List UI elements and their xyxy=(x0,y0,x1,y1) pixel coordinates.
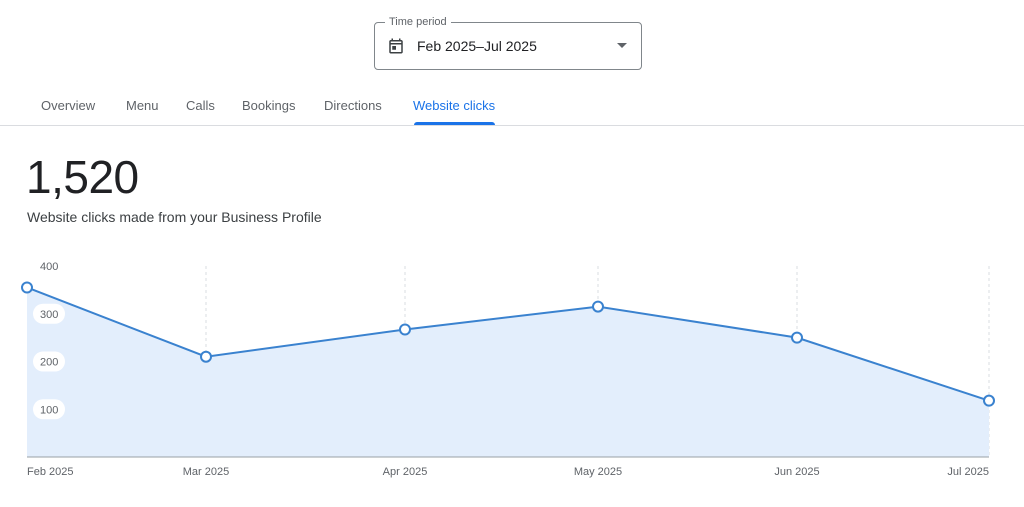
time-period-select[interactable]: Time period Feb 2025–Jul 2025 xyxy=(374,15,642,70)
y-tick-pill xyxy=(33,351,65,372)
time-period-value: Feb 2025–Jul 2025 xyxy=(417,38,537,54)
website-clicks-chart: 100 200 300 400 Feb 2025 Mar 2025 Apr 2025 May … xyxy=(21,261,995,478)
y-tick-pill xyxy=(33,399,65,420)
data-point[interactable] xyxy=(399,323,411,336)
tab-overview[interactable]: Overview xyxy=(41,98,96,113)
calendar-icon xyxy=(387,37,405,55)
x-tick-label: Jul 2025 xyxy=(947,466,989,478)
data-point[interactable] xyxy=(21,281,33,294)
data-point[interactable] xyxy=(592,300,604,313)
series-line xyxy=(26,286,990,402)
data-point[interactable] xyxy=(200,350,212,363)
metric-caption: Website clicks made from your Business P… xyxy=(27,209,322,225)
data-point[interactable] xyxy=(791,331,803,344)
tab-bookings[interactable]: Bookings xyxy=(242,98,296,113)
y-tick-label: 200 xyxy=(40,357,58,369)
data-point[interactable] xyxy=(983,394,995,407)
chevron-down-icon xyxy=(617,43,627,48)
y-tick-label: 300 xyxy=(40,309,58,321)
tab-directions[interactable]: Directions xyxy=(324,98,382,113)
x-tick-label: Feb 2025 xyxy=(27,466,73,478)
x-tick-label: Jun 2025 xyxy=(774,466,819,478)
tab-menu[interactable]: Menu xyxy=(126,98,159,113)
x-tick-label: May 2025 xyxy=(574,466,622,478)
x-tick-label: Mar 2025 xyxy=(183,466,229,478)
y-tick-label: 100 xyxy=(40,404,58,416)
tab-website-clicks[interactable]: Website clicks xyxy=(413,98,496,113)
tab-bar: Overview Menu Calls Bookings Directions … xyxy=(0,86,1024,126)
y-tick-pill xyxy=(33,303,65,324)
time-period-label: Time period xyxy=(385,15,451,29)
x-tick-label: Apr 2025 xyxy=(383,466,428,478)
area-fill xyxy=(27,287,989,457)
active-tab-indicator xyxy=(414,122,495,125)
y-tick-label: 400 xyxy=(40,261,58,273)
metric-value: 1,520 xyxy=(26,151,139,203)
tab-calls[interactable]: Calls xyxy=(186,98,215,113)
